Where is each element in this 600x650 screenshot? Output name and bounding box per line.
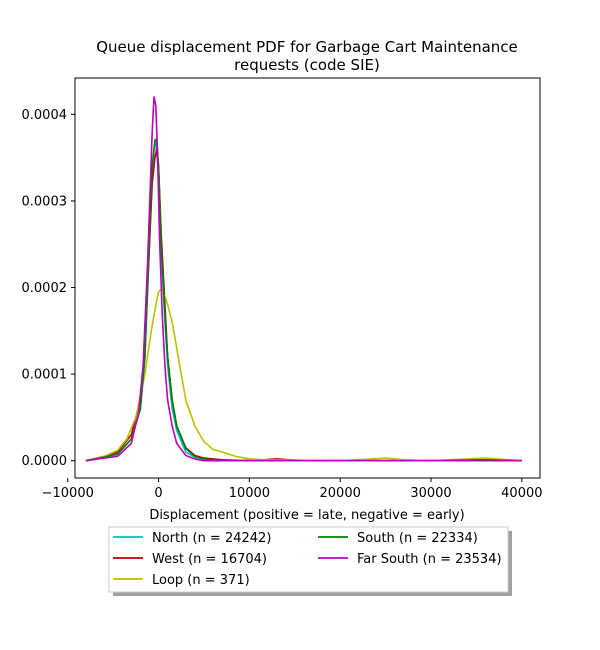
- x-tick-label: 40000: [501, 486, 542, 501]
- x-tick-label: 0: [154, 486, 162, 501]
- series-line-south: [85, 137, 522, 462]
- y-tick-label: 0.0001: [22, 368, 68, 383]
- y-tick-label: 0.0002: [22, 281, 68, 296]
- chart-title-line-2: requests (code SIE): [234, 56, 380, 74]
- y-tick-label: 0.0003: [22, 194, 68, 209]
- x-tick-label: 30000: [410, 486, 451, 501]
- y-tick-label: 0.0004: [22, 108, 68, 123]
- x-tick-label: 10000: [229, 486, 270, 501]
- x-tick-label: −10000: [42, 486, 94, 501]
- series-line-loop: [85, 288, 522, 462]
- chart-title-line-1: Queue displacement PDF for Garbage Cart …: [96, 38, 518, 56]
- legend-label-north: North (n = 24242): [152, 531, 271, 546]
- y-tick-label: 0.0000: [22, 454, 68, 469]
- y-axis: 0.0000 0.0001 0.0002 0.0003 0.0004: [22, 108, 75, 469]
- series-line-far-south: [85, 96, 522, 462]
- x-axis: −10000 0 10000 20000 30000 40000: [42, 478, 543, 501]
- legend-label-far-south: Far South (n = 23534): [357, 552, 502, 567]
- legend-entries: North (n = 24242) West (n = 16704) Loop (n…: [113, 531, 502, 588]
- legend-label-loop: Loop (n = 371): [152, 573, 250, 588]
- x-axis-label: Displacement (positive = late, negative …: [149, 508, 464, 523]
- legend: North (n = 24242) West (n = 16704) Loop (n…: [108, 526, 512, 596]
- legend-label-west: West (n = 16704): [152, 552, 267, 567]
- legend-box: [108, 526, 509, 593]
- x-tick-label: 20000: [320, 486, 361, 501]
- series-layer: [85, 96, 522, 462]
- plot-frame: [74, 77, 541, 479]
- legend-label-south: South (n = 22334): [357, 531, 478, 546]
